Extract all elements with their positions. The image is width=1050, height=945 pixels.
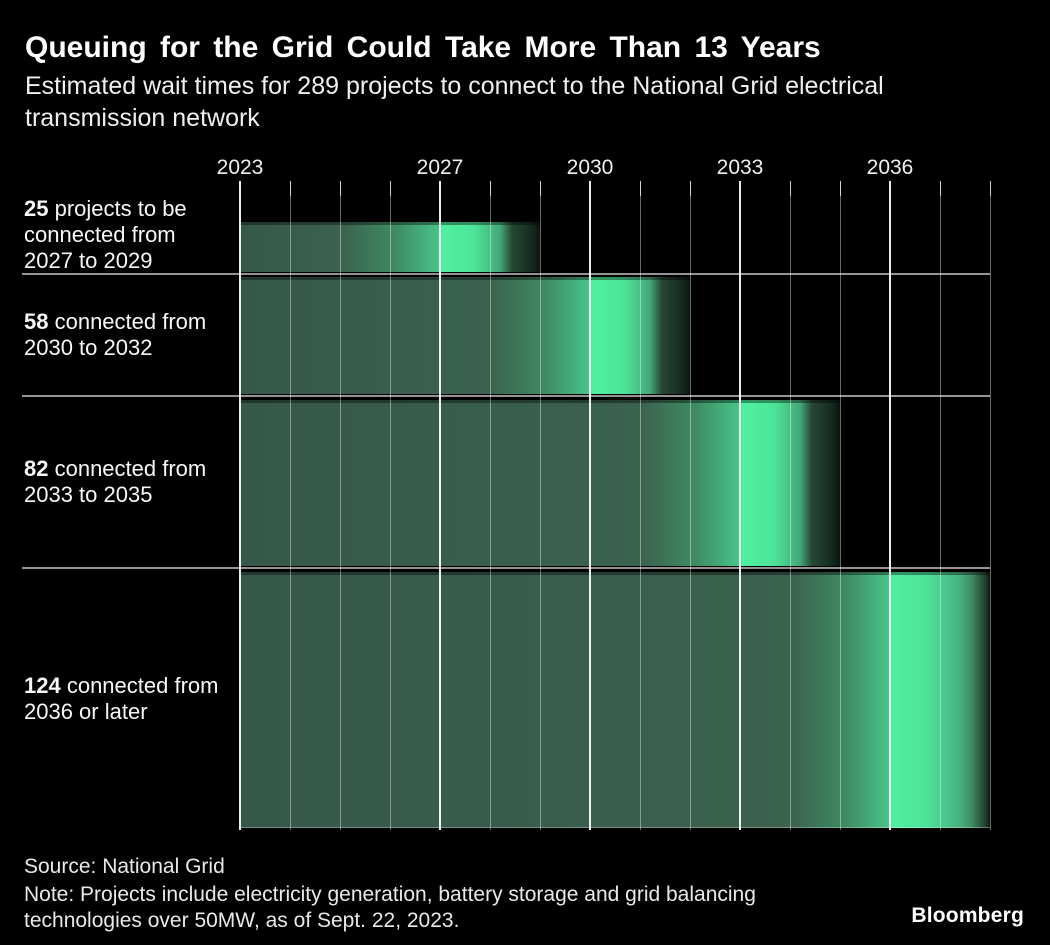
tick-year-2031 bbox=[640, 181, 641, 196]
footnote: Note: Projects include electricity gener… bbox=[24, 883, 756, 932]
gridline-year-2030 bbox=[589, 181, 591, 830]
row-count: 82 bbox=[24, 456, 49, 481]
timeline-bar bbox=[240, 572, 990, 828]
gridline-year-2032 bbox=[690, 196, 691, 830]
timeline-bar bbox=[240, 277, 690, 394]
axis-label-2030: 2030 bbox=[566, 156, 614, 179]
axis-label-2027: 2027 bbox=[416, 156, 464, 179]
tick-year-2026 bbox=[390, 181, 391, 196]
row-separator bbox=[22, 395, 990, 397]
row-count: 25 bbox=[24, 196, 49, 221]
bar-row: 124 connected from 2036 or later bbox=[0, 568, 1050, 830]
tick-year-2034 bbox=[790, 181, 791, 196]
axis-label-2036: 2036 bbox=[866, 156, 914, 179]
gridline-year-2031 bbox=[640, 196, 641, 830]
gridline-year-2029 bbox=[540, 196, 541, 830]
tick-year-2035 bbox=[840, 181, 841, 196]
source-note: Source: National Grid bbox=[24, 855, 225, 878]
tick-year-2037 bbox=[940, 181, 941, 196]
tick-year-2028 bbox=[490, 181, 491, 196]
tick-year-2029 bbox=[540, 181, 541, 196]
chart-title: Queuing for the Grid Could Take More Tha… bbox=[25, 31, 821, 64]
row-label: 124 connected from 2036 or later bbox=[24, 673, 219, 724]
row-count: 124 bbox=[24, 673, 61, 698]
gridline-year-2026 bbox=[390, 196, 391, 830]
row-separator bbox=[22, 273, 990, 275]
gridline-year-2028 bbox=[490, 196, 491, 830]
tick-year-2024 bbox=[290, 181, 291, 196]
gridline-year-2033 bbox=[739, 181, 741, 830]
gridline-year-2025 bbox=[340, 196, 341, 830]
gridline-year-2034 bbox=[790, 196, 791, 830]
gridline-year-2037 bbox=[940, 196, 941, 830]
gridline-year-2036 bbox=[889, 181, 891, 830]
gridline-year-2027 bbox=[439, 181, 441, 830]
tick-year-2038 bbox=[990, 181, 991, 196]
row-label: 58 connected from 2030 to 2032 bbox=[24, 309, 207, 360]
row-count: 58 bbox=[24, 309, 49, 334]
timeline-bar bbox=[240, 222, 540, 272]
bloomberg-logo: Bloomberg bbox=[911, 904, 1024, 927]
tick-year-2032 bbox=[690, 181, 691, 196]
axis-label-2033: 2033 bbox=[716, 156, 764, 179]
bar-row: 25 projects to be connected from 2027 to 2… bbox=[0, 196, 1050, 274]
gridline-year-2023 bbox=[239, 181, 241, 830]
chart-subtitle: Estimated wait times for 289 projects to… bbox=[25, 72, 884, 132]
gridline-year-2024 bbox=[290, 196, 291, 830]
row-separator bbox=[22, 567, 990, 569]
bar-row: 58 connected from 2030 to 2032 bbox=[0, 274, 1050, 396]
row-label: 82 connected from 2033 to 2035 bbox=[24, 456, 207, 507]
row-label: 25 projects to be connected from 2027 to 2… bbox=[24, 196, 187, 273]
bar-row: 82 connected from 2033 to 2035 bbox=[0, 396, 1050, 568]
gridline-year-2035 bbox=[840, 196, 841, 830]
axis-label-2023: 2023 bbox=[216, 156, 264, 179]
gridline-year-2038 bbox=[990, 196, 991, 830]
tick-year-2025 bbox=[340, 181, 341, 196]
